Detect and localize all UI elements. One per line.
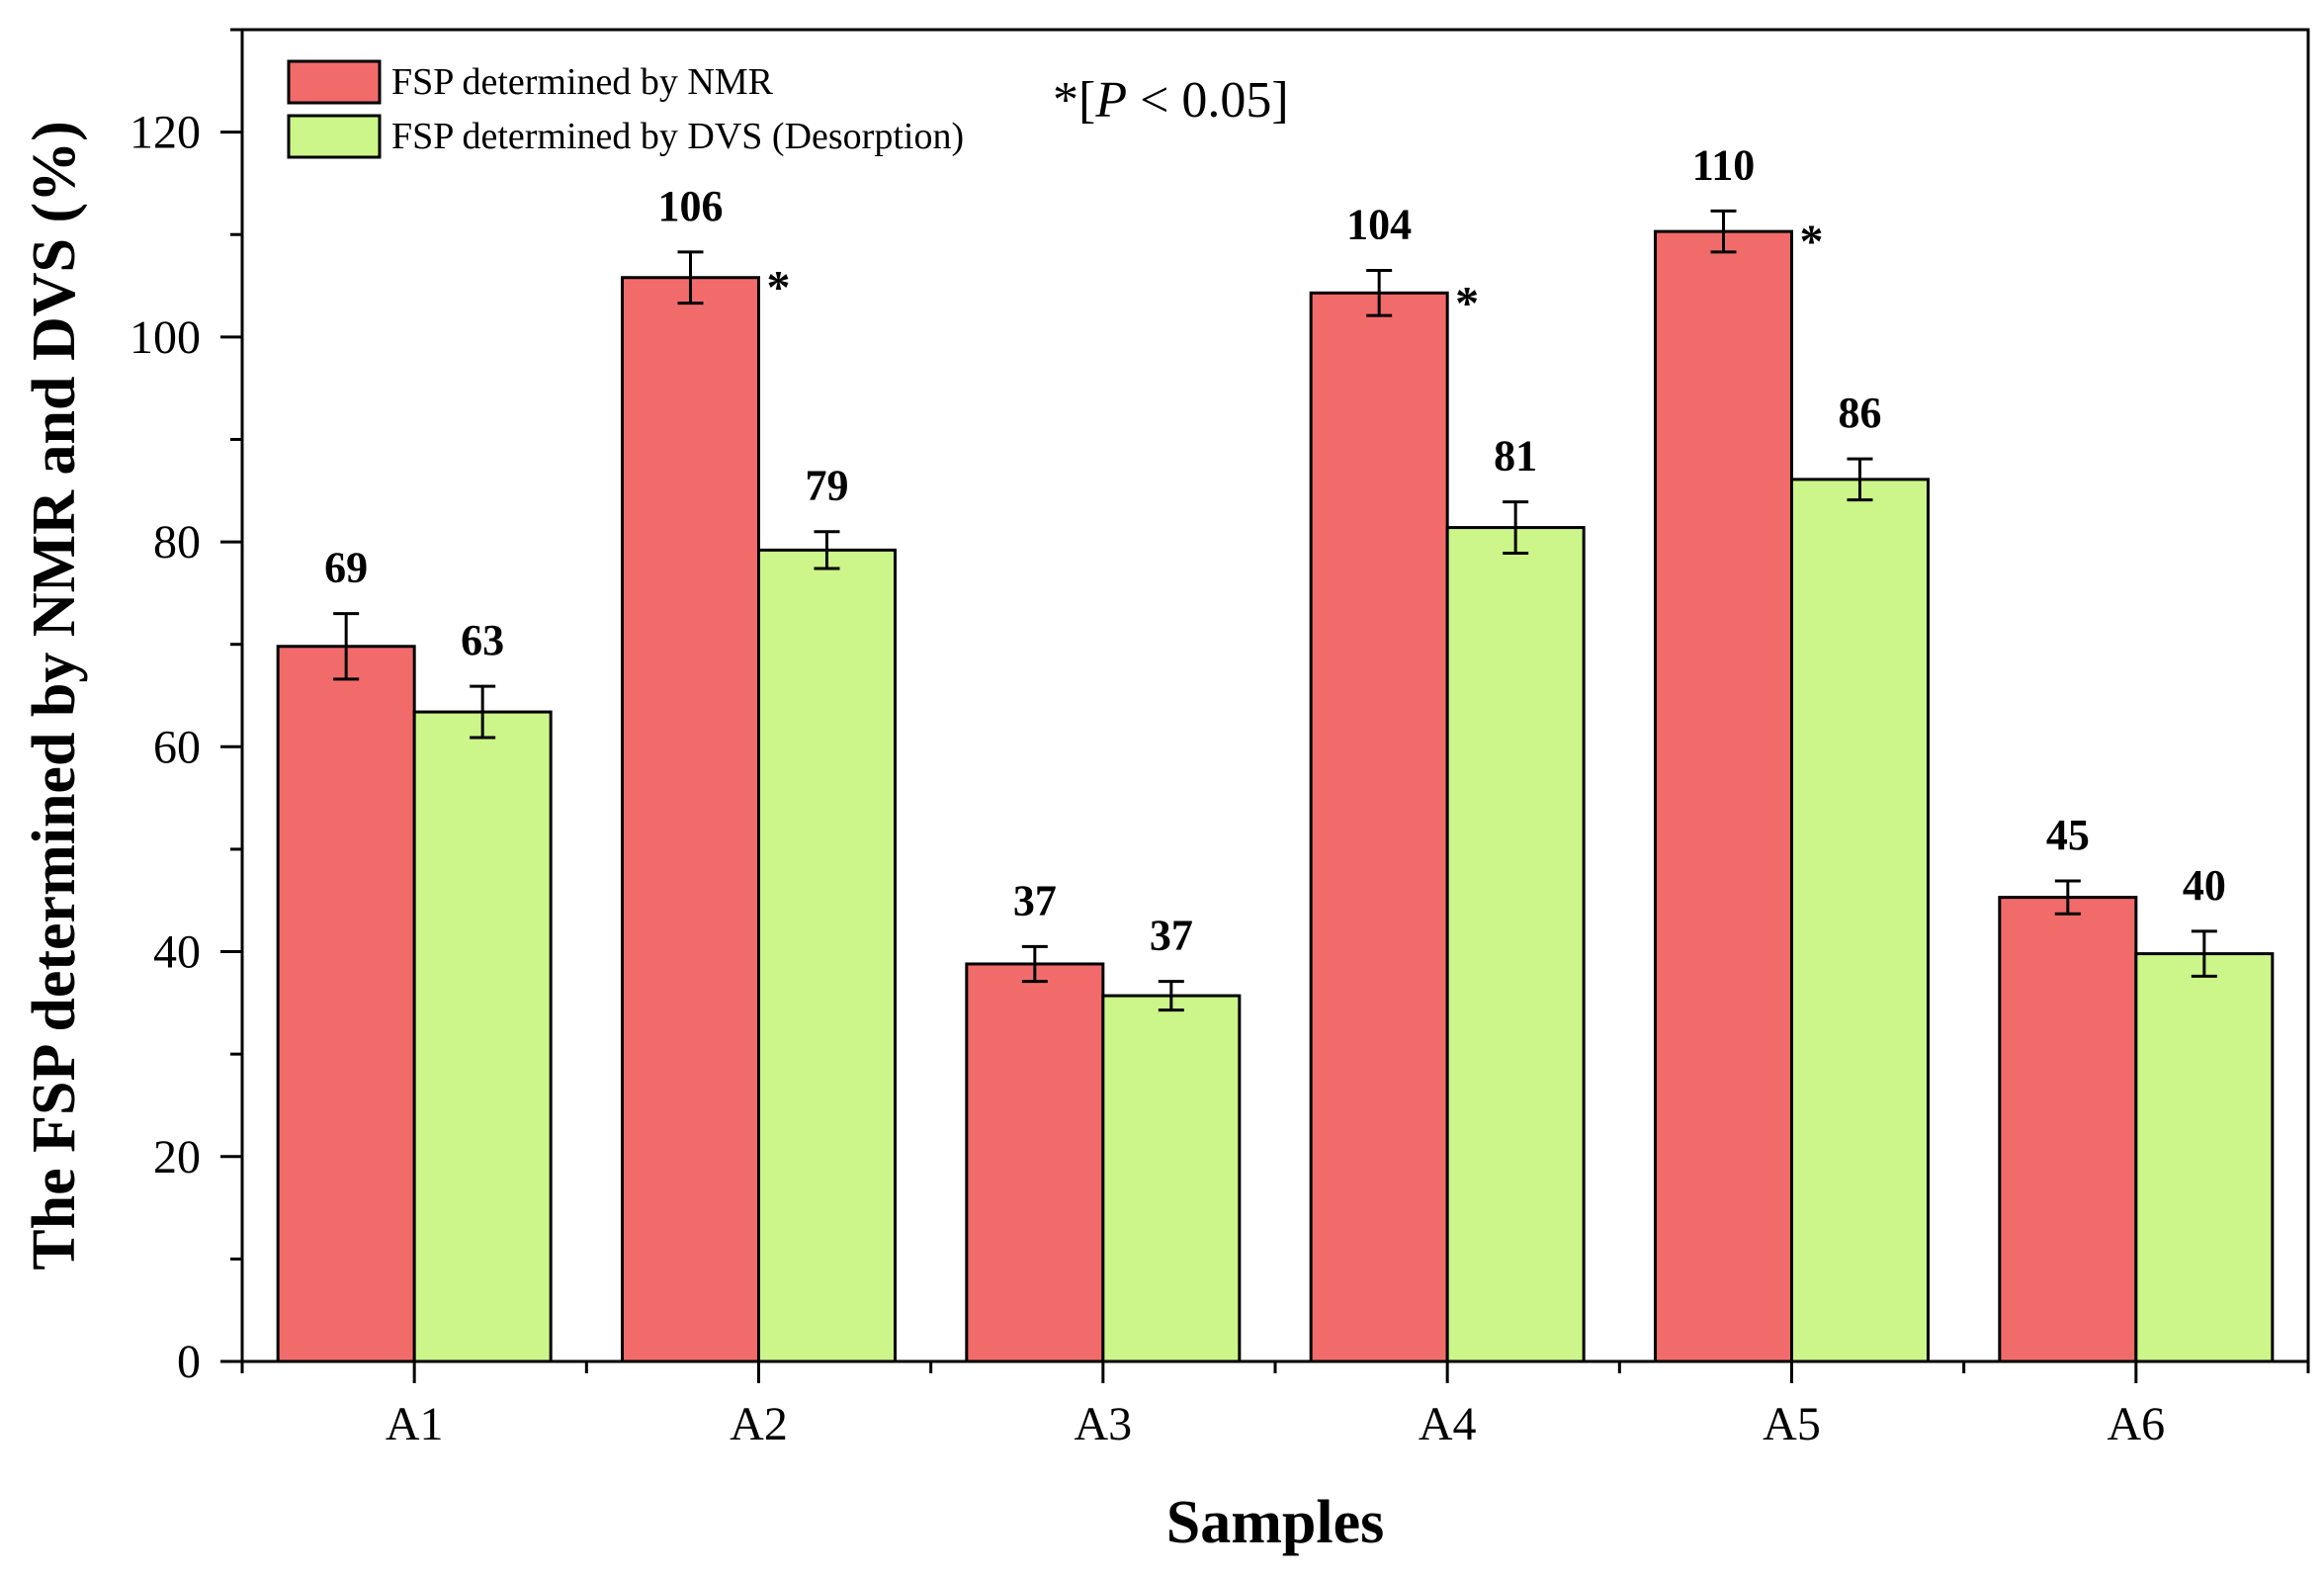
y-tick-label: 40 xyxy=(153,926,201,979)
x-tick-label: A6 xyxy=(2107,1398,2165,1450)
y-tick-label: 60 xyxy=(153,721,201,773)
data-label: 106 xyxy=(658,182,724,230)
data-label: 37 xyxy=(1013,876,1057,924)
data-label: 63 xyxy=(461,616,504,664)
significance-star: * xyxy=(1455,277,1479,329)
bar-dvs-A4 xyxy=(1445,526,1586,1363)
bar-nmr-A3 xyxy=(965,962,1105,1363)
bar-dvs-A1 xyxy=(412,710,553,1363)
y-tick-label: 80 xyxy=(153,516,201,569)
y-tick-label: 120 xyxy=(129,107,201,159)
data-label: 37 xyxy=(1150,912,1193,960)
data-label: 79 xyxy=(806,462,849,510)
bar-nmr-A5 xyxy=(1654,229,1793,1363)
x-tick-label: A5 xyxy=(1763,1398,1821,1450)
y-tick-label: 100 xyxy=(129,311,201,364)
significance-star: * xyxy=(1800,216,1824,268)
bar-nmr-A2 xyxy=(621,276,760,1363)
data-label: 69 xyxy=(324,544,368,592)
x-tick-label: A1 xyxy=(386,1398,444,1450)
x-axis-title: Samples xyxy=(1166,1489,1384,1556)
y-tick-label: 20 xyxy=(153,1131,201,1183)
bar-nmr-A6 xyxy=(1998,896,2138,1363)
data-label: 45 xyxy=(2046,811,2090,859)
bar-dvs-A5 xyxy=(1790,478,1930,1363)
bar-dvs-A6 xyxy=(2134,952,2275,1363)
y-axis-title: The FSP determined by NMR and DVS (%) xyxy=(21,121,88,1270)
bar-nmr-A4 xyxy=(1309,291,1449,1363)
legend-swatch xyxy=(287,114,382,159)
data-label: 81 xyxy=(1494,432,1537,481)
y-tick-label: 0 xyxy=(177,1336,201,1388)
x-tick-label: A3 xyxy=(1074,1398,1132,1450)
legend-swatch xyxy=(287,59,382,105)
legend: FSP determined by NMR FSP determined by D… xyxy=(287,59,964,159)
data-label: 110 xyxy=(1692,140,1756,189)
significance-star: * xyxy=(767,262,791,314)
x-tick-label: A4 xyxy=(1419,1398,1477,1450)
bar-dvs-A3 xyxy=(1101,994,1242,1363)
significance-note: *[P < 0.05] xyxy=(1053,72,1289,129)
x-tick-label: A2 xyxy=(730,1398,788,1450)
data-label: 40 xyxy=(2183,861,2226,910)
data-label: 104 xyxy=(1346,200,1412,248)
data-label: 86 xyxy=(1839,389,1882,437)
bar-dvs-A2 xyxy=(757,548,897,1363)
legend-label: FSP determined by NMR xyxy=(391,61,774,103)
legend-label: FSP determined by DVS (Desorption) xyxy=(391,116,964,157)
bar-nmr-A1 xyxy=(276,645,416,1363)
